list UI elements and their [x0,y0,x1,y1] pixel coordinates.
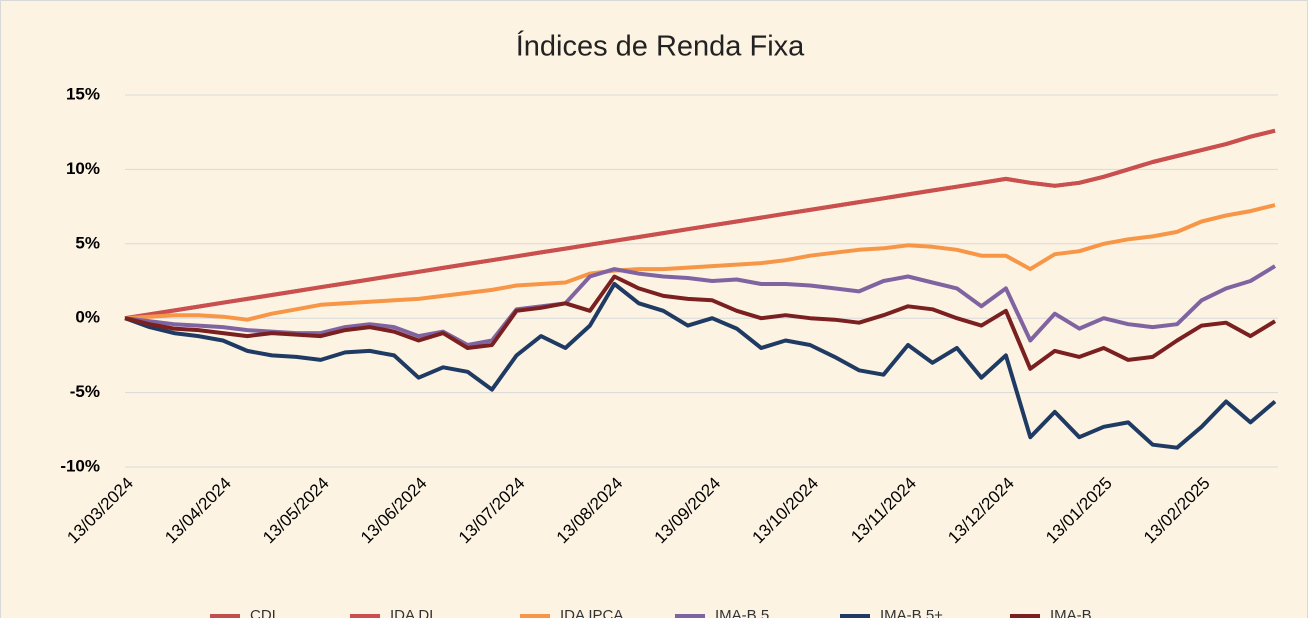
series-line [124,282,1277,450]
legend-label: IMA-B 5+ [880,607,943,618]
series-line [124,128,1276,321]
y-tick-label: -5% [70,382,100,401]
legend-label: IDA IPCA [560,607,623,618]
y-tick-label: 15% [66,84,100,103]
y-tick-label: 5% [75,233,100,252]
legend-label: IMA-B 5 [715,607,769,618]
y-tick-label: 0% [75,308,100,327]
chart-title: Índices de Renda Fixa [516,30,805,63]
y-tick-label: -10% [60,456,100,475]
legend-label: IDA DI [390,607,433,618]
y-tick-label: 10% [66,159,100,178]
series-line [124,264,1277,347]
series-line [124,274,1277,371]
legend-label: IMA-B [1050,607,1092,618]
legend-label: CDI [250,607,276,618]
series-line [124,203,1276,322]
